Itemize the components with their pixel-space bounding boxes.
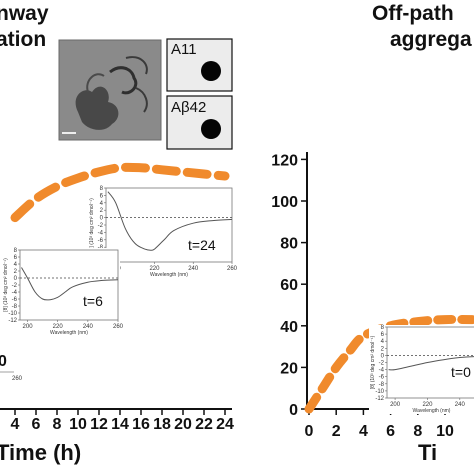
cd-inset-x-tick-label: 220	[149, 266, 160, 272]
left-x-tick-label: 4	[11, 416, 20, 433]
cd-inset-x-tick-label: 240	[188, 266, 199, 272]
right-x-tick-label: 8	[413, 423, 422, 440]
cd-inset-y-tick-label: 4	[381, 339, 385, 345]
right-x-tick-label: 2	[332, 423, 341, 440]
cd-inset-y-tick-label: 2	[14, 269, 18, 275]
cd-inset-y-tick-label: 6	[14, 255, 18, 261]
blot-label-a11: A11	[171, 41, 197, 58]
cd-inset-y-tick-label: -2	[12, 283, 18, 289]
right-x-axis-title: Ti	[418, 440, 437, 465]
cd-inset-y-tick-label: 2	[100, 208, 104, 214]
cd-inset-y-tick-label: 8	[100, 186, 104, 192]
cd-inset-y-axis-title: [θ] (10³ deg cm² dmol⁻¹)	[370, 335, 376, 389]
cd-inset-y-tick-label: -10	[375, 389, 384, 395]
cd-inset-y-tick-label: 8	[14, 248, 18, 254]
inset-time-label-t6: t=6	[83, 293, 103, 309]
left-partial-inset-tick: 260	[12, 376, 23, 382]
left-x-tick-label: 10	[69, 416, 87, 433]
right-x-tick-label: 6	[386, 423, 395, 440]
right-title-line-2: aggrega	[390, 28, 472, 51]
right-x-tick-label: 0	[305, 423, 314, 440]
cd-inset-spectrum-line	[388, 356, 474, 371]
left-title-line-1: nway	[0, 2, 49, 25]
inset-time-label-t24: t=24	[188, 237, 216, 253]
cd-inset-spectrum-line	[107, 191, 233, 251]
cd-inset-x-axis-title: Wavelength (nm)	[150, 272, 188, 278]
cd-inset-y-tick-label: -6	[12, 297, 18, 303]
left-x-tick-label: 8	[53, 416, 62, 433]
cd-inset-spectrum-line	[21, 267, 119, 301]
left-x-tick-label: 16	[132, 416, 150, 433]
cd-inset-x-tick-label: 220	[422, 402, 433, 408]
right-y-tick-label: 80	[280, 236, 298, 253]
left-x-tick-label: 12	[90, 416, 108, 433]
right-y-tick-label: 120	[271, 152, 298, 169]
cd-inset-x-axis-title: Wavelength (nm)	[50, 330, 88, 336]
left-x-axis-title: Time (h)	[0, 440, 81, 465]
right-series-line	[304, 314, 474, 414]
cd-inset-y-tick-label: 8	[381, 325, 385, 331]
inset-time-label-t0: t=0	[451, 364, 471, 380]
dot-blot-a11: A11	[166, 38, 233, 92]
cd-inset-y-tick-label: -2	[98, 223, 104, 229]
cd-inset-y-tick-label: -4	[379, 368, 385, 374]
cd-inset-y-tick-label: 0	[381, 353, 385, 359]
right-y-tick-label: 60	[280, 277, 298, 294]
left-x-tick-label: 22	[195, 416, 213, 433]
left-x-tick-label: 6	[32, 416, 41, 433]
right-y-tick-label: 0	[289, 402, 298, 419]
left-title-line-2: ation	[0, 28, 46, 51]
left-x-tick-label: 18	[153, 416, 171, 433]
cd-inset-x-tick-label: 240	[455, 402, 466, 408]
left-series-line	[10, 162, 230, 223]
right-x-tick-label: 10	[436, 423, 454, 440]
right-x-tick-label: 4	[359, 423, 368, 440]
cd-inset-x-tick-label: 260	[113, 324, 124, 330]
cd-inset-background	[2, 248, 120, 336]
cd-inset-y-tick-label: 0	[100, 216, 104, 222]
left-x-tick-label: 20	[174, 416, 192, 433]
cd-inset-y-tick-label: 0	[14, 276, 18, 282]
right-y-tick-label: 100	[271, 194, 298, 211]
cd-inset-x-tick-label: 200	[23, 324, 34, 330]
cd-inset-y-tick-label: -8	[12, 304, 18, 310]
cd-inset-y-tick-label: -8	[379, 382, 385, 388]
cd-inset-y-tick-label: 4	[100, 201, 104, 207]
right-y-tick-label: 40	[280, 319, 298, 336]
cd-inset-y-tick-label: 6	[381, 332, 385, 338]
cd-inset-x-tick-label: 240	[83, 324, 94, 330]
left-x-tick-label: 14	[111, 416, 129, 433]
dot-blot-abeta42: Aβ42	[166, 95, 233, 150]
cd-inset-x-tick-label: 260	[227, 266, 238, 272]
cd-inset-y-tick-label: -10	[8, 311, 17, 317]
tem-micrograph	[58, 39, 162, 141]
cd-inset-y-tick-label: 6	[100, 193, 104, 199]
cd-inset-y-axis-title: [θ] (10³ deg cm² dmol⁻¹)	[3, 258, 9, 312]
cd-inset-y-tick-label: 4	[14, 262, 18, 268]
left-inset-label-partial: 0	[0, 353, 7, 370]
left-x-tick-label: 24	[216, 416, 234, 433]
cd-inset-y-tick-label: -6	[379, 375, 385, 381]
cd-inset-x-tick-label: 220	[53, 324, 64, 330]
cd-inset-y-tick-label: -6	[98, 238, 104, 244]
cd-inset-y-tick-label: -4	[12, 290, 18, 296]
cd-inset-x-tick-label: 200	[390, 402, 401, 408]
cd-inset-y-tick-label: -2	[379, 361, 385, 367]
cd-inset-x-axis-title: Wavelength (nm)	[413, 408, 451, 414]
right-title-line-1: Off-path	[372, 2, 454, 25]
cd-inset-y-tick-label: 2	[381, 346, 385, 352]
cd-inset-y-tick-label: -12	[375, 396, 384, 402]
cd-inset-y-tick-label: -12	[8, 318, 17, 324]
cd-inset-y-tick-label: -4	[98, 230, 104, 236]
right-y-tick-label: 20	[280, 360, 298, 377]
blot-label-abeta42: Aβ42	[171, 99, 206, 116]
cd-inset-y-axis-title: [θ] (10³ deg cm² dmol⁻¹)	[89, 198, 95, 252]
